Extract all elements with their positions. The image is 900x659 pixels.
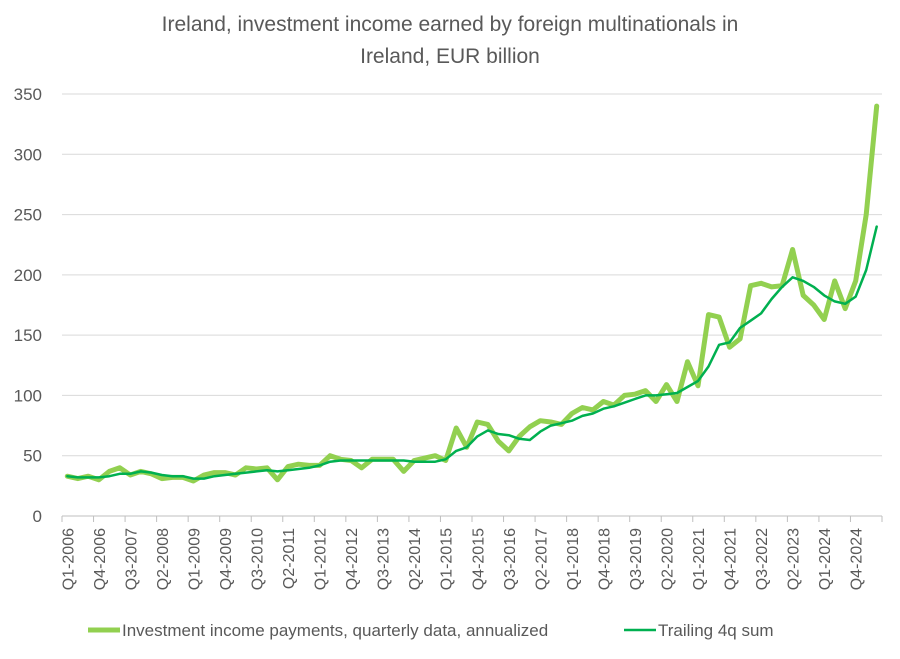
y-tick-label: 150 xyxy=(14,326,42,345)
x-tick-label: Q4-2024 xyxy=(849,528,866,590)
x-tick-label: Q3-2016 xyxy=(502,528,519,590)
series-lines xyxy=(64,103,880,484)
x-tick-label: Q4-2015 xyxy=(470,528,487,590)
x-tick-label: Q3-2019 xyxy=(628,528,645,590)
x-tick-label: Q1-2006 xyxy=(60,528,77,590)
x-tick-label: Q2-2017 xyxy=(533,528,550,590)
x-tick-label: Q1-2018 xyxy=(565,528,582,590)
series-line-1 xyxy=(64,103,880,484)
x-tick-label: Q1-2009 xyxy=(186,528,203,590)
legend-label-2: Trailing 4q sum xyxy=(658,621,774,640)
x-tick-label: Q4-2021 xyxy=(723,528,740,590)
x-tick-label: Q4-2018 xyxy=(596,528,613,590)
x-tick-label: Q3-2013 xyxy=(376,528,393,590)
x-axis-tick-labels: Q1-2006 Q4-2006 Q3-2007 Q2-2008 Q1-2009 Q4-20… xyxy=(60,528,865,590)
y-tick-label: 100 xyxy=(14,386,42,405)
x-tick-label: Q2-2023 xyxy=(786,528,803,590)
legend-label-1: Investment income payments, quarterly da… xyxy=(122,621,548,640)
legend: Investment income payments, quarterly da… xyxy=(88,621,774,640)
x-tick-label: Q4-2012 xyxy=(344,528,361,590)
x-tick-label: Q4-2009 xyxy=(218,528,235,590)
y-tick-label: 50 xyxy=(23,447,42,466)
x-tick-label: Q3-2010 xyxy=(249,528,266,590)
x-tick-label: Q2-2020 xyxy=(659,528,676,590)
y-tick-label: 0 xyxy=(33,507,42,526)
y-tick-label: 200 xyxy=(14,266,42,285)
y-tick-label: 350 xyxy=(14,85,42,104)
chart-title: Ireland, investment income earned by for… xyxy=(161,13,739,36)
x-axis xyxy=(61,515,883,522)
series-line-2 xyxy=(66,225,878,480)
x-tick-label: Q2-2008 xyxy=(155,528,172,590)
y-axis-tick-labels: 0 50 100 150 200 250 300 350 xyxy=(14,85,42,526)
x-tick-label: Q1-2012 xyxy=(313,528,330,590)
x-tick-label: Q3-2007 xyxy=(123,528,140,590)
x-tick-label: Q1-2024 xyxy=(817,528,834,590)
chart-title-line-2: Ireland, EUR billion xyxy=(360,45,540,68)
x-tick-label: Q3-2022 xyxy=(754,528,771,590)
x-tick-label: Q1-2021 xyxy=(691,528,708,590)
x-tick-label: Q2-2011 xyxy=(281,528,298,589)
x-tick-label: Q2-2014 xyxy=(407,528,424,590)
y-tick-label: 300 xyxy=(14,145,42,164)
x-tick-label: Q4-2006 xyxy=(92,528,109,590)
x-tick-label: Q1-2015 xyxy=(439,528,456,590)
y-tick-label: 250 xyxy=(14,206,42,225)
gridlines xyxy=(62,93,882,457)
